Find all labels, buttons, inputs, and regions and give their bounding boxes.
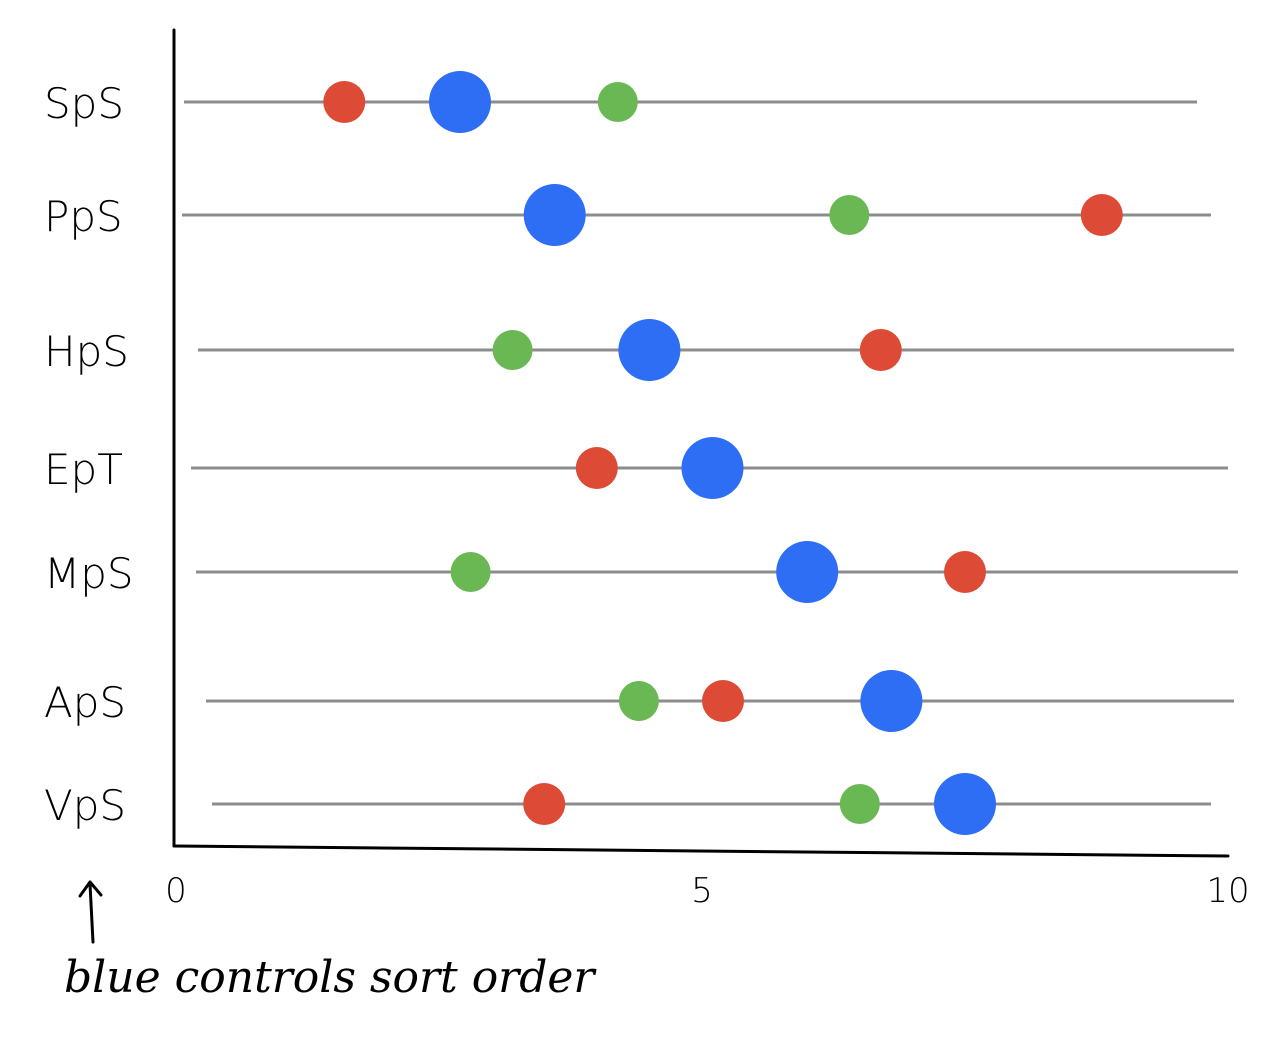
row-label-ApS: ApS [44, 678, 126, 727]
dot-series3-SpS [597, 82, 638, 122]
x-tick-label-5: 5 [691, 871, 713, 911]
sort-order-annotation: blue controls sort order [64, 952, 595, 1003]
x-tick-label-10: 10 [1206, 871, 1249, 911]
dot-series2-PpS [523, 184, 586, 246]
dots [323, 71, 1123, 835]
up-arrow-icon [78, 880, 103, 944]
dot-series3-HpS [492, 330, 533, 370]
dot-series1-ApS [702, 680, 744, 722]
dot-series2-MpS [776, 541, 839, 603]
row-label-VpS: VpS [44, 781, 126, 830]
tick-labels: 0 5 10 [165, 871, 1249, 911]
dot-series3-VpS [839, 784, 880, 824]
dot-series3-ApS [618, 681, 659, 721]
dot-series1-SpS [323, 81, 366, 123]
row-label-EpT: EpT [44, 445, 123, 494]
row-labels: SpS PpS HpS EpT MpS ApS VpS [44, 79, 134, 830]
dot-series1-MpS [944, 551, 986, 593]
x-axis-line [172, 844, 1230, 858]
dot-series1-EpT [575, 447, 618, 489]
dot-series1-VpS [523, 783, 566, 825]
dot-series1-PpS [1080, 194, 1123, 236]
row-label-PpS: PpS [44, 192, 123, 241]
dot-series2-VpS [934, 773, 996, 835]
x-tick-label-0: 0 [165, 871, 187, 911]
dot-series2-EpT [681, 437, 744, 499]
dot-series1-HpS [859, 329, 902, 371]
dot-series3-MpS [450, 552, 491, 592]
dot-series2-SpS [429, 71, 491, 133]
dot-series2-HpS [618, 319, 681, 381]
row-label-SpS: SpS [44, 79, 124, 128]
row-label-MpS: MpS [44, 549, 134, 598]
row-label-HpS: HpS [44, 327, 129, 376]
dot-series2-ApS [860, 670, 923, 732]
dot-series3-PpS [829, 195, 870, 235]
